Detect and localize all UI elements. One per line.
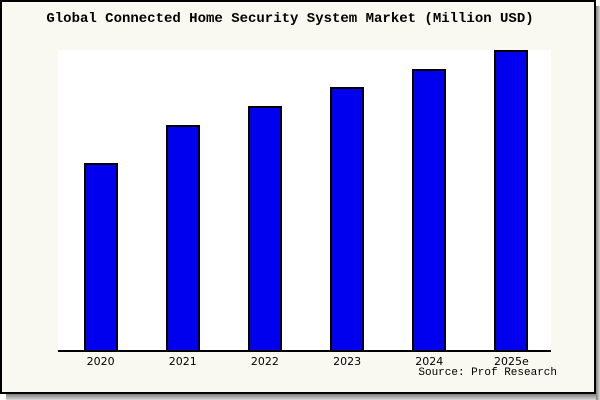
- chart-card: Global Connected Home Security System Ma…: [0, 0, 596, 394]
- x-tick-label-2025e: 2025e: [494, 355, 529, 368]
- x-tick-label-2021: 2021: [168, 355, 197, 368]
- bar-2020: [83, 163, 118, 350]
- bar-2022: [247, 106, 282, 350]
- x-axis-ticks: 2020 2021 2022 2023 2024 2025e: [58, 355, 551, 370]
- x-tick-label-2024: 2024: [415, 355, 444, 368]
- bar-2024: [412, 69, 447, 350]
- x-tick-label-2023: 2023: [333, 355, 362, 368]
- chart-title: Global Connected Home Security System Ma…: [46, 11, 534, 27]
- plot-area: [58, 50, 551, 352]
- bar-2021: [165, 125, 200, 350]
- source-credit: Source: Prof Research: [418, 367, 557, 379]
- card-shadow-right: [596, 6, 600, 400]
- x-tick-label-2020: 2020: [86, 355, 115, 368]
- x-tick-label-2022: 2022: [250, 355, 279, 368]
- bar-2023: [330, 87, 365, 350]
- card-shadow-bottom: [6, 394, 596, 400]
- bar-2025e: [494, 50, 529, 350]
